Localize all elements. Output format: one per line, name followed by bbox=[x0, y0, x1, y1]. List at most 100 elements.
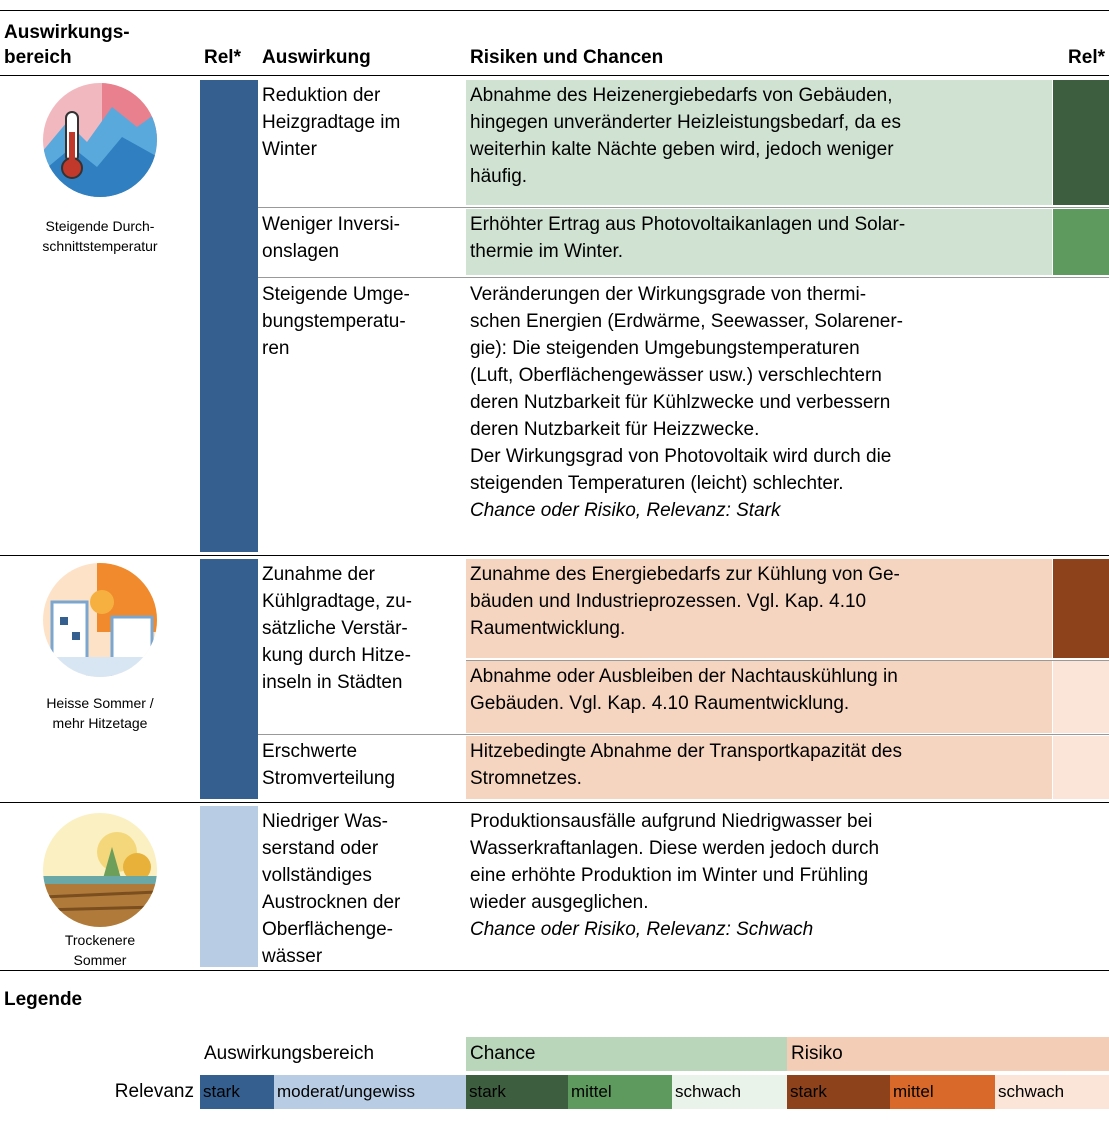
risk-cell: Produktionsausfälle aufgrund Niedrigwass… bbox=[466, 806, 1052, 968]
risk-note: Chance oder Risiko, Relevanz: Schwach bbox=[470, 919, 814, 940]
area-label-line: schnittstemperatur bbox=[42, 238, 158, 254]
header-text: Auswirkungs- bbox=[4, 22, 130, 43]
legend-swatch: stark bbox=[787, 1075, 890, 1109]
relevance-bar bbox=[200, 806, 258, 967]
area-label-line: Sommer bbox=[73, 952, 127, 968]
area-label-line: Trockenere bbox=[64, 932, 136, 948]
rule bbox=[258, 207, 1109, 208]
rule bbox=[0, 555, 1109, 556]
risk-cell: Zunahme des Energiebedarfs zur Kühlung v… bbox=[466, 559, 1052, 658]
relevance-cell bbox=[1053, 80, 1109, 205]
area-label-line: Steigende Durch- bbox=[45, 218, 155, 234]
risk-cell: Erhöhter Ertrag aus Photovoltaikanlagen … bbox=[466, 209, 1052, 275]
impact-line: Oberflächenge- bbox=[262, 919, 393, 940]
risk-note: Chance oder Risiko, Relevanz: Stark bbox=[470, 500, 781, 521]
risk-line: wieder ausgeglichen. bbox=[470, 892, 649, 913]
risk-cell: Veränderungen der Wirkungsgrade von ther… bbox=[466, 279, 1052, 552]
rule bbox=[0, 970, 1109, 971]
risk-line: Stromnetzes. bbox=[470, 768, 582, 789]
risk-line: deren Nutzbarkeit für Heizzwecke. bbox=[470, 419, 760, 440]
risk-line: Veränderungen der Wirkungsgrade von ther… bbox=[470, 284, 867, 305]
header-rel: Rel* bbox=[204, 47, 241, 68]
impact-line: Weniger Inversi- bbox=[262, 214, 400, 235]
legend-chance: Chance bbox=[466, 1037, 787, 1071]
risk-line: gie): Die steigenden Umgebungstemperatur… bbox=[470, 338, 860, 359]
impact-line: onslagen bbox=[262, 241, 340, 262]
rule bbox=[258, 277, 1109, 278]
impact-cell: Reduktion der Heizgradtage im Winter bbox=[262, 82, 400, 163]
impact-cell: Weniger Inversi-onslagen bbox=[262, 211, 400, 265]
risk-cell: Abnahme des Heizenergiebedarfs von Gebäu… bbox=[466, 80, 1052, 205]
legend-title: Legende bbox=[4, 989, 83, 1010]
risk-cell: Hitzebedingte Abnahme der Transportkapaz… bbox=[466, 736, 1052, 799]
risk-line: schen Energien (Erdwärme, Seewasser, Sol… bbox=[470, 311, 903, 332]
area-label: Trockenere Sommer bbox=[0, 930, 200, 970]
area-label-line: Heisse Sommer / bbox=[46, 695, 154, 711]
risk-line: steigenden Temperaturen (leicht) schlech… bbox=[470, 473, 844, 494]
header-risks: Risiken und Chancen bbox=[470, 47, 664, 68]
legend-relevance: Relevanz bbox=[114, 1081, 194, 1102]
risk-line: Hitzebedingte Abnahme der Transportkapaz… bbox=[470, 741, 902, 762]
legend-swatch: schwach bbox=[995, 1075, 1109, 1109]
rule bbox=[0, 75, 1109, 76]
impact-line: Zunahme der bbox=[262, 564, 376, 585]
legend-area: Auswirkungsbereich bbox=[204, 1043, 375, 1064]
impact-line: vollständiges bbox=[262, 865, 372, 886]
legend-swatch: schwach bbox=[672, 1075, 787, 1109]
risk-line: hingegen unveränderter Heizleistungsbeda… bbox=[470, 112, 901, 133]
legend-swatch: mittel bbox=[890, 1075, 995, 1109]
impact-line: Stromverteilung bbox=[262, 768, 396, 789]
impact-line: Steigende Umge- bbox=[262, 284, 410, 305]
risk-line: deren Nutzbarkeit für Kühlzwecke und ver… bbox=[470, 392, 891, 413]
impact-cell: Niedriger Was-serstand oder vollständiges… bbox=[262, 808, 400, 970]
rule bbox=[0, 10, 1109, 11]
impact-line: Heizgradtage im bbox=[262, 112, 401, 133]
relevance-bar bbox=[200, 80, 258, 552]
icon-temperature bbox=[43, 83, 157, 197]
header-impact: Auswirkung bbox=[262, 47, 371, 68]
risk-line: Wasserkraftanlagen. Diese werden jedoch … bbox=[470, 838, 880, 859]
risk-line: Abnahme des Heizenergiebedarfs von Gebäu… bbox=[470, 85, 893, 106]
risk-line: bäuden und Industrieprozessen. Vgl. Kap.… bbox=[470, 591, 867, 612]
risk-line: Produktionsausfälle aufgrund Niedrigwass… bbox=[470, 811, 873, 832]
impact-line: bungstemperatu- bbox=[262, 311, 406, 332]
header-area: Auswirkungs-bereich bbox=[4, 20, 130, 70]
header-rel: Rel* bbox=[1068, 47, 1105, 68]
impact-line: ren bbox=[262, 338, 290, 359]
impact-line: Reduktion der bbox=[262, 85, 381, 106]
impact-line: Kühlgradtage, zu- bbox=[262, 591, 412, 612]
icon-heat bbox=[43, 563, 157, 677]
impact-line: Austrocknen der bbox=[262, 892, 401, 913]
rule bbox=[0, 802, 1109, 803]
risk-line: Der Wirkungsgrad von Photovoltaik wird d… bbox=[470, 446, 892, 467]
impact-line: serstand oder bbox=[262, 838, 379, 859]
icon-drought bbox=[43, 813, 157, 927]
legend-swatch: stark bbox=[200, 1075, 274, 1109]
risk-line: Erhöhter Ertrag aus Photovoltaikanlagen … bbox=[470, 214, 906, 235]
impact-cell: Zunahme der Kühlgradtage, zu-sätzliche Ve… bbox=[262, 561, 412, 696]
impact-line: Winter bbox=[262, 139, 317, 160]
relevance-cell bbox=[1053, 736, 1109, 799]
rule bbox=[466, 660, 1109, 661]
area-label: Heisse Sommer / mehr Hitzetage bbox=[0, 693, 200, 733]
impact-line: sätzliche Verstär- bbox=[262, 618, 408, 639]
risk-line: (Luft, Oberflächengewässer usw.) verschl… bbox=[470, 365, 882, 386]
impact-line: Niedriger Was- bbox=[262, 811, 388, 832]
risk-line: Abnahme oder Ausbleiben der Nachtauskühl… bbox=[470, 666, 898, 687]
risk-line: Raumentwicklung. bbox=[470, 618, 626, 639]
impact-line: wässer bbox=[262, 946, 323, 967]
relevance-cell bbox=[1053, 209, 1109, 275]
risk-line: häufig. bbox=[470, 166, 528, 187]
impact-line: Erschwerte bbox=[262, 741, 358, 762]
impact-line: inseln in Städten bbox=[262, 672, 403, 693]
impact-line: kung durch Hitze- bbox=[262, 645, 411, 666]
header-text: bereich bbox=[4, 47, 72, 68]
impact-cell: Erschwerte Stromverteilung bbox=[262, 738, 395, 792]
area-label-line: mehr Hitzetage bbox=[52, 715, 148, 731]
risk-line: thermie im Winter. bbox=[470, 241, 624, 262]
legend-swatch: moderat/ungewiss bbox=[274, 1075, 466, 1109]
relevance-cell bbox=[1053, 661, 1109, 733]
risk-line: Zunahme des Energiebedarfs zur Kühlung v… bbox=[470, 564, 900, 585]
risk-line: weiterhin kalte Nächte geben wird, jedoc… bbox=[470, 139, 894, 160]
